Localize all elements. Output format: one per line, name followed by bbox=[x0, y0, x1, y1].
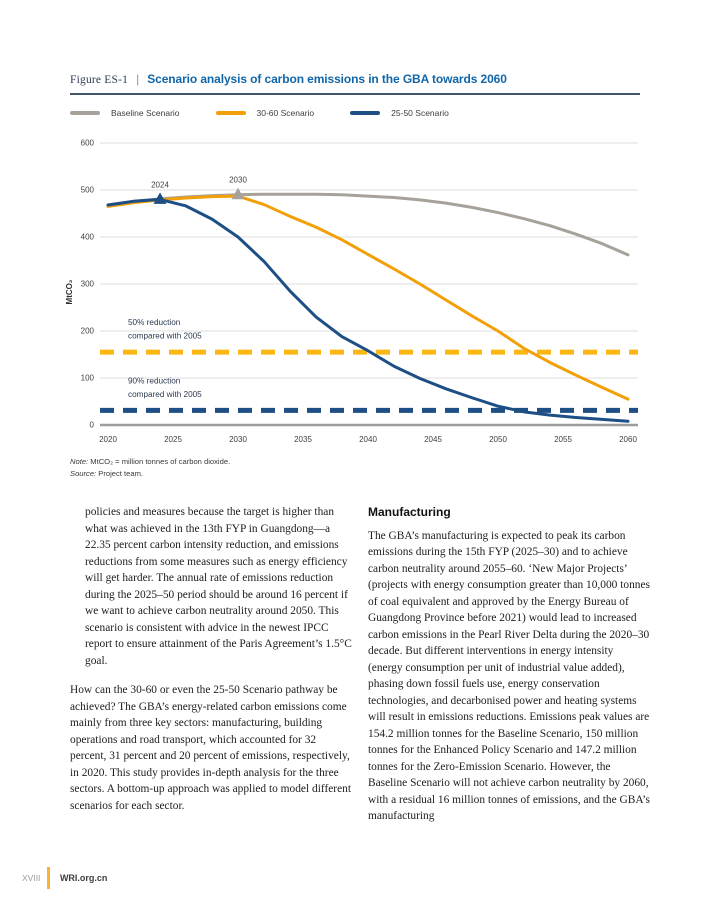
y-tick-label: 100 bbox=[81, 374, 95, 383]
body-left-column: policies and measures because the target… bbox=[70, 504, 354, 827]
figure-title: Scenario analysis of carbon emissions in… bbox=[147, 72, 507, 86]
peak-year-label: 2030 bbox=[229, 176, 247, 185]
x-tick-label: 2040 bbox=[359, 435, 377, 444]
y-tick-label: 0 bbox=[90, 421, 95, 430]
page-footer: XVIII WRI.org.cn bbox=[22, 866, 107, 890]
x-tick-label: 2025 bbox=[164, 435, 182, 444]
reference-label-line1: 90% reduction bbox=[128, 376, 181, 385]
figure-header: Figure ES-1 | Scenario analysis of carbo… bbox=[70, 72, 640, 118]
x-tick-label: 2035 bbox=[294, 435, 312, 444]
note-label: Note: bbox=[70, 457, 89, 466]
reference-label-line2: compared with 2005 bbox=[128, 332, 202, 341]
x-tick-label: 2050 bbox=[489, 435, 507, 444]
x-tick-label: 2045 bbox=[424, 435, 442, 444]
source-label: Source: bbox=[70, 468, 97, 478]
y-tick-label: 500 bbox=[81, 186, 95, 195]
body-right-column: Manufacturing The GBA’s manufacturing is… bbox=[368, 504, 650, 838]
legend-label-30-60: 30-60 Scenario bbox=[256, 108, 315, 118]
peak-marker bbox=[153, 192, 167, 204]
legend-label-baseline: Baseline Scenario bbox=[111, 108, 180, 118]
reference-label-line2: compared with 2005 bbox=[128, 390, 202, 399]
footer-divider-bar bbox=[47, 867, 50, 889]
emissions-line-chart: 0 100 200 300 400 500 600 2020 2025 2030 2035 2040 2… bbox=[60, 132, 645, 450]
series-line-25-50-scenario bbox=[106, 197, 630, 423]
figure-title-separator: | bbox=[136, 72, 140, 86]
y-tick-label: 300 bbox=[81, 280, 95, 289]
legend-item-25-50: 25-50 Scenario bbox=[350, 108, 449, 118]
source-line: Source: Project team. bbox=[70, 468, 230, 480]
legend-swatch-baseline bbox=[70, 111, 100, 115]
section-heading-manufacturing: Manufacturing bbox=[368, 505, 451, 519]
reference-label-line1: 50% reduction bbox=[128, 318, 181, 327]
x-tick-label: 2030 bbox=[229, 435, 247, 444]
paragraph: How can the 30-60 or even the 25-50 Scen… bbox=[70, 684, 352, 812]
series-line-30-60-scenario bbox=[106, 194, 630, 401]
site-link[interactable]: WRI.org.cn bbox=[59, 873, 108, 883]
y-tick-label: 400 bbox=[81, 233, 95, 242]
source-text: Project team. bbox=[96, 468, 144, 478]
page-number: XVIII bbox=[22, 873, 41, 883]
figure-title-row: Figure ES-1 | Scenario analysis of carbo… bbox=[70, 72, 640, 86]
x-tick-label: 2055 bbox=[554, 435, 572, 444]
legend-item-baseline: Baseline Scenario bbox=[70, 108, 180, 118]
chart-legend: Baseline Scenario 30-60 Scenario 25-50 S… bbox=[70, 108, 640, 118]
y-tick-label: 600 bbox=[81, 139, 95, 148]
legend-label-25-50: 25-50 Scenario bbox=[391, 108, 449, 118]
paragraph-continuation: policies and measures because the target… bbox=[85, 506, 352, 667]
figure-label: Figure ES-1 bbox=[70, 74, 129, 86]
peak-marker bbox=[231, 187, 245, 200]
legend-swatch-25-50 bbox=[350, 111, 381, 115]
y-axis-label: MtCO₂ bbox=[65, 279, 74, 304]
paragraph: The GBA’s manufacturing is expected to p… bbox=[368, 529, 650, 823]
y-tick-label: 200 bbox=[81, 327, 95, 336]
note-line: Note: MtCO₂ = million tonnes of carbon d… bbox=[70, 456, 230, 468]
note-text: MtCO₂ = million tonnes of carbon dioxide… bbox=[88, 457, 231, 466]
x-tick-label: 2060 bbox=[619, 435, 637, 444]
x-tick-label: 2020 bbox=[99, 435, 117, 444]
figure-notes: Note: MtCO₂ = million tonnes of carbon d… bbox=[70, 456, 230, 479]
chart-svg: 0 100 200 300 400 500 600 2020 2025 2030 2035 2040 2… bbox=[65, 139, 638, 444]
figure-rule bbox=[70, 93, 640, 95]
legend-swatch-30-60 bbox=[215, 111, 246, 115]
series-line-baseline-scenario bbox=[106, 192, 630, 257]
legend-item-30-60: 30-60 Scenario bbox=[215, 108, 315, 118]
peak-year-label: 2024 bbox=[151, 180, 169, 189]
